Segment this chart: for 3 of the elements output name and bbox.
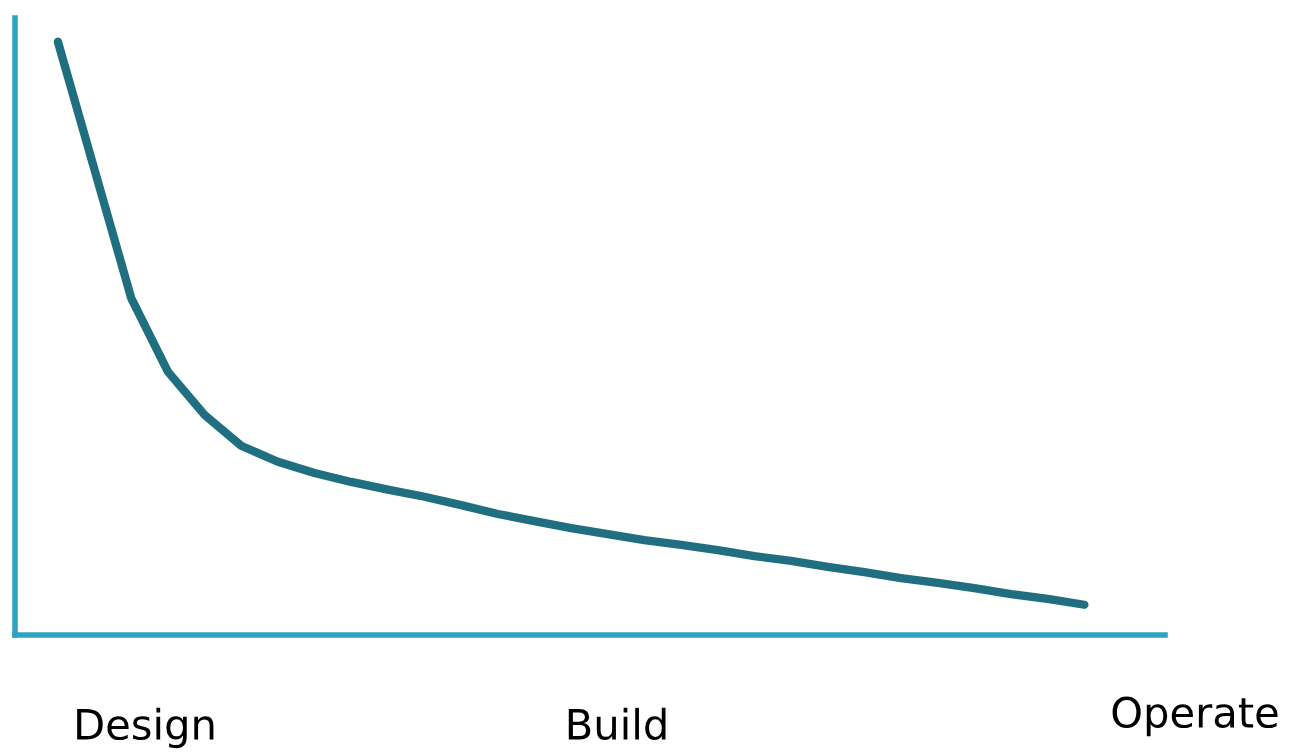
text: Operate [1112,696,1278,737]
text: Design [77,707,214,749]
text: Build [568,707,666,741]
